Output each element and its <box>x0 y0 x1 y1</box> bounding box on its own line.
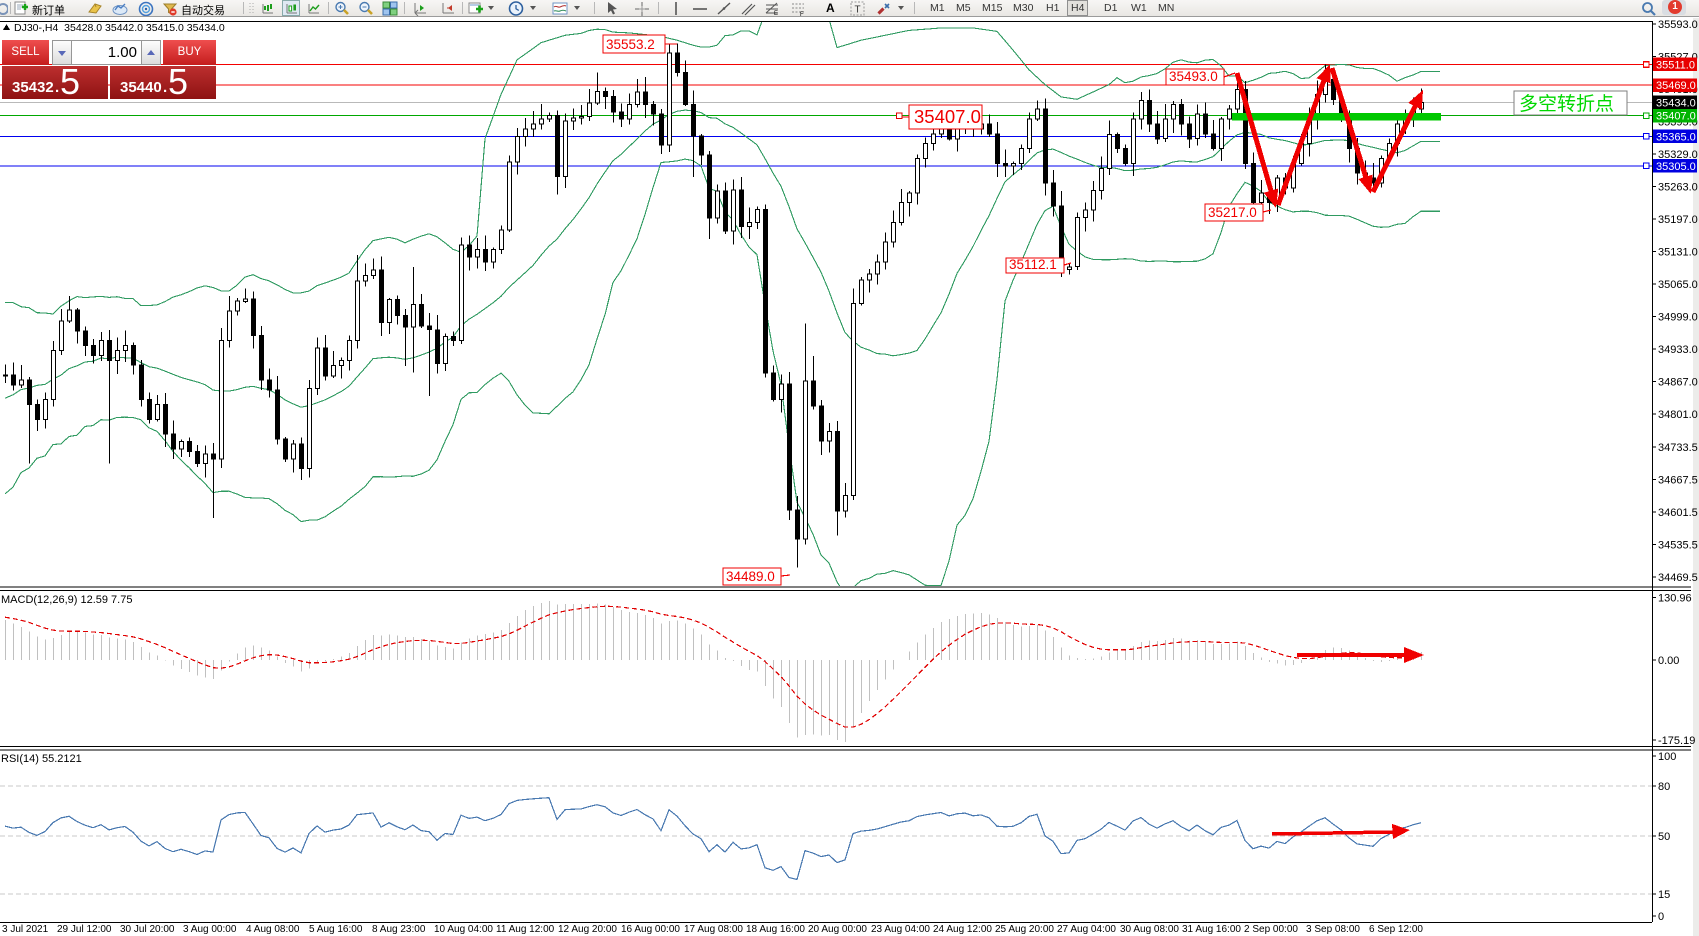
svg-text:35263.0: 35263.0 <box>1658 182 1698 194</box>
svg-text:35407.0: 35407.0 <box>1656 111 1696 123</box>
svg-text:8 Aug 23:00: 8 Aug 23:00 <box>372 924 426 935</box>
svg-text:3 Sep 08:00: 3 Sep 08:00 <box>1306 924 1360 935</box>
svg-text:0.00: 0.00 <box>1658 655 1679 667</box>
svg-text:35511.0: 35511.0 <box>1656 59 1695 71</box>
svg-text:T: T <box>855 5 861 16</box>
svg-text:34489.0: 34489.0 <box>726 569 775 584</box>
svg-text:34469.5: 34469.5 <box>1658 572 1698 584</box>
svg-text:0: 0 <box>1658 911 1664 923</box>
svg-text:35131.0: 35131.0 <box>1658 247 1698 259</box>
svg-text:34999.0: 34999.0 <box>1658 312 1698 324</box>
svg-text:35065.0: 35065.0 <box>1658 279 1698 291</box>
svg-text:-175.19: -175.19 <box>1658 735 1695 747</box>
svg-text:35593.0: 35593.0 <box>1658 19 1698 31</box>
svg-text:35112.1: 35112.1 <box>1009 257 1057 272</box>
svg-text:34801.0: 34801.0 <box>1658 409 1698 421</box>
svg-text:RSI(14) 55.2121: RSI(14) 55.2121 <box>1 753 82 765</box>
svg-text:100: 100 <box>1658 751 1676 763</box>
svg-text:34535.5: 34535.5 <box>1658 540 1698 552</box>
svg-text:24 Aug 12:00: 24 Aug 12:00 <box>933 924 992 935</box>
svg-text:10 Aug 04:00: 10 Aug 04:00 <box>434 924 493 935</box>
svg-text:35329.0: 35329.0 <box>1658 149 1698 161</box>
svg-text:30 Jul 20:00: 30 Jul 20:00 <box>120 924 175 935</box>
svg-text:35365.0: 35365.0 <box>1656 131 1696 143</box>
svg-text:80: 80 <box>1658 781 1670 793</box>
svg-text:35493.0: 35493.0 <box>1169 69 1218 84</box>
svg-text:4 Aug 08:00: 4 Aug 08:00 <box>246 924 300 935</box>
svg-text:34933.0: 34933.0 <box>1658 344 1698 356</box>
svg-text:16 Aug 00:00: 16 Aug 00:00 <box>621 924 680 935</box>
svg-text:12 Aug 20:00: 12 Aug 20:00 <box>558 924 617 935</box>
svg-text:35553.2: 35553.2 <box>606 37 655 52</box>
svg-text:2 Sep 00:00: 2 Sep 00:00 <box>1244 924 1298 935</box>
svg-text:34601.5: 34601.5 <box>1658 507 1698 519</box>
svg-text:35469.0: 35469.0 <box>1656 80 1696 92</box>
svg-text:3 Jul 2021: 3 Jul 2021 <box>2 924 49 935</box>
svg-text:6 Sep 12:00: 6 Sep 12:00 <box>1369 924 1423 935</box>
svg-text:23 Aug 04:00: 23 Aug 04:00 <box>871 924 930 935</box>
svg-text:18 Aug 16:00: 18 Aug 16:00 <box>746 924 805 935</box>
svg-text:35197.0: 35197.0 <box>1658 214 1698 226</box>
svg-text:17 Aug 08:00: 17 Aug 08:00 <box>684 924 743 935</box>
svg-text:DJ30-,H4 35428.0 35442.0 3541: DJ30-,H4 35428.0 35442.0 35415.0 35434.0 <box>14 22 225 34</box>
svg-text:35407.0: 35407.0 <box>914 106 981 127</box>
svg-text:50: 50 <box>1658 831 1670 843</box>
svg-text:30 Aug 08:00: 30 Aug 08:00 <box>1120 924 1179 935</box>
svg-text:130.96: 130.96 <box>1658 593 1692 605</box>
svg-text:11 Aug 12:00: 11 Aug 12:00 <box>496 924 555 935</box>
svg-text:34867.0: 34867.0 <box>1658 377 1698 389</box>
svg-text:E: E <box>774 11 778 16</box>
svg-text:29 Jul 12:00: 29 Jul 12:00 <box>57 924 112 935</box>
svg-text:多空转折点: 多空转折点 <box>1519 93 1614 115</box>
svg-text:35217.0: 35217.0 <box>1208 205 1257 220</box>
svg-text:15: 15 <box>1658 889 1670 901</box>
svg-text:F: F <box>800 12 804 16</box>
svg-text:MACD(12,26,9) 12.59 7.75: MACD(12,26,9) 12.59 7.75 <box>1 594 132 606</box>
svg-text:34733.5: 34733.5 <box>1658 442 1698 454</box>
svg-text:35305.0: 35305.0 <box>1656 161 1696 173</box>
svg-text:20 Aug 00:00: 20 Aug 00:00 <box>808 924 867 935</box>
svg-text:3 Aug 00:00: 3 Aug 00:00 <box>183 924 237 935</box>
svg-text:25 Aug 20:00: 25 Aug 20:00 <box>995 924 1054 935</box>
svg-text:27 Aug 04:00: 27 Aug 04:00 <box>1057 924 1116 935</box>
svg-text:34667.5: 34667.5 <box>1658 475 1698 487</box>
svg-text:31 Aug 16:00: 31 Aug 16:00 <box>1182 924 1241 935</box>
svg-text:5 Aug 16:00: 5 Aug 16:00 <box>309 924 363 935</box>
svg-text:35434.0: 35434.0 <box>1656 97 1696 109</box>
